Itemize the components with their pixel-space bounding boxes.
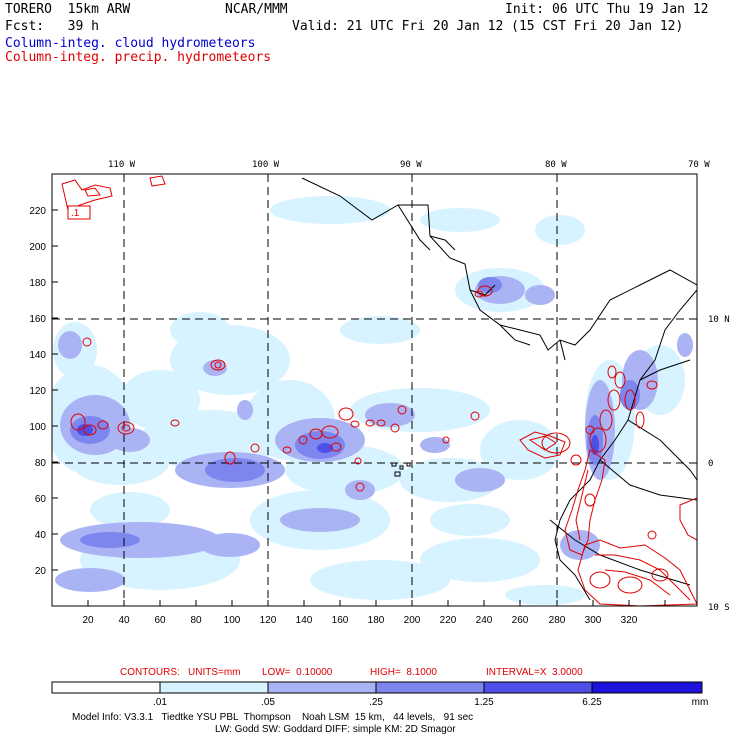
x-tick-label: 240: [476, 615, 493, 626]
contour-interval: INTERVAL=X 3.0000: [486, 667, 583, 678]
x-tick-label: 80: [190, 615, 202, 626]
x-tick-label: 180: [368, 615, 385, 626]
model-info-line1: Model Info: V3.3.1 Tiedtke YSU PBL Thomp…: [72, 712, 474, 723]
y-tick-label: 120: [29, 386, 46, 397]
x-tick-label: 60: [154, 615, 166, 626]
colorbar-unit: mm: [692, 697, 709, 708]
x-tick-label: 40: [118, 615, 130, 626]
contour-units: UNITS=mm: [188, 667, 241, 678]
valid-time: Valid: 21 UTC Fri 20 Jan 12 (15 CST Fri …: [292, 19, 684, 34]
colorbar-label: 6.25: [582, 697, 602, 708]
lat-label: 0: [708, 459, 713, 469]
x-tick-label: 300: [585, 615, 602, 626]
y-tick-label: 20: [35, 566, 47, 577]
colorbar-label: 1.25: [474, 697, 494, 708]
colorbar-label: .25: [369, 697, 383, 708]
x-tick-label: 100: [224, 615, 241, 626]
y-tick-label: 200: [29, 242, 46, 253]
colorbar-label: .05: [261, 697, 275, 708]
lon-label: 90 W: [400, 160, 422, 170]
cloud-field-title: Column-integ. cloud hydrometeors: [5, 36, 256, 51]
contour-high: HIGH= 8.1000: [370, 667, 437, 678]
x-tick-label: 280: [549, 615, 566, 626]
init-time: Init: 06 UTC Thu 19 Jan 12: [505, 2, 709, 17]
latlon-grid: [52, 174, 697, 606]
lat-label: 10 S: [708, 603, 730, 613]
contour-label: .1: [71, 208, 80, 219]
contour-prefix: CONTOURS:: [120, 667, 180, 678]
colorbar-label: .01: [153, 697, 167, 708]
y-tick-label: 160: [29, 314, 46, 325]
lon-label: 80 W: [545, 160, 567, 170]
lat-label: 10 N: [708, 315, 730, 325]
y-tick-label: 140: [29, 350, 46, 361]
center-name: NCAR/MMM: [225, 2, 288, 17]
y-tick-label: 220: [29, 206, 46, 217]
x-tick-label: 320: [621, 615, 638, 626]
x-tick-label: 260: [512, 615, 529, 626]
lon-label: 100 W: [252, 160, 280, 170]
x-tick-label: 220: [440, 615, 457, 626]
y-tick-label: 100: [29, 422, 46, 433]
x-tick-label: 120: [260, 615, 277, 626]
lon-label: 70 W: [688, 160, 710, 170]
lon-label: 110 W: [108, 160, 136, 170]
model-info-line2: LW: Godd SW: Goddard DIFF: simple KM: 2D…: [215, 724, 456, 735]
coastlines: [301, 177, 697, 601]
precip-contours: [61, 175, 697, 606]
x-tick-label: 160: [332, 615, 349, 626]
cloud-hydrometeor-shading: [52, 196, 693, 605]
y-tick-label: 40: [35, 530, 47, 541]
x-tick-label: 140: [296, 615, 313, 626]
contour-low: LOW= 0.10000: [262, 667, 333, 678]
model-name: TORERO 15km ARW: [5, 2, 131, 17]
y-tick-label: 60: [35, 494, 47, 505]
y-tick-label: 180: [29, 278, 46, 289]
x-tick-label: 20: [82, 615, 94, 626]
forecast-hour: Fcst: 39 h: [5, 19, 99, 34]
y-tick-label: 80: [35, 458, 47, 469]
colorbar: [51, 681, 703, 694]
precip-field-title: Column-integ. precip. hydrometeors: [5, 50, 272, 65]
contour-label-box: [67, 205, 91, 220]
x-tick-label: 200: [404, 615, 421, 626]
